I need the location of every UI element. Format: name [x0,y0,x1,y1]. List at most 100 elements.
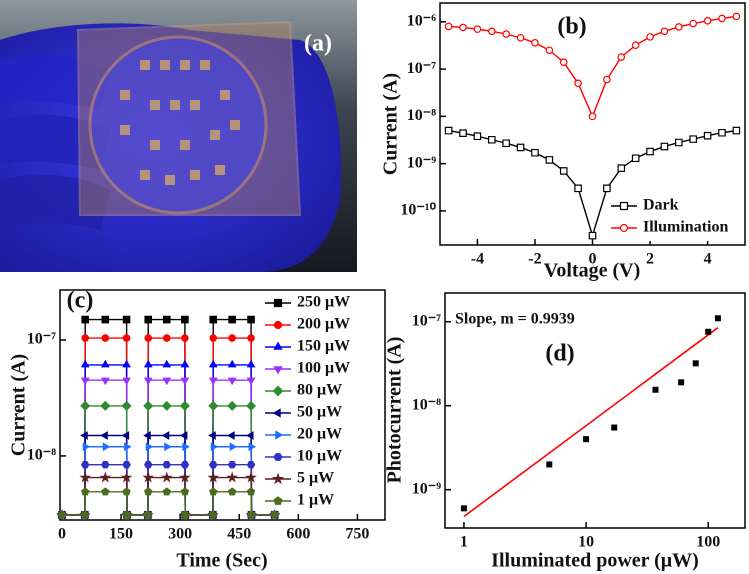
marker [732,126,741,135]
y-tick-label: 10⁻¹⁰ [400,202,436,219]
legend-label: Dark [643,197,679,214]
marker [545,156,554,164]
marker [229,442,238,452]
marker [122,510,132,519]
marker [101,315,110,324]
marker [487,135,496,144]
marker [545,46,554,55]
series-line [61,405,275,516]
marker [181,334,189,342]
y-tick-label: 10⁻⁸ [27,447,56,464]
marker [246,487,256,496]
marker [209,487,218,496]
x-tick-label: 150 [109,526,133,543]
legend-marker [273,453,283,461]
marker [588,231,597,240]
legend-marker [273,496,283,505]
x-tick-label: 0 [58,526,66,543]
marker [210,442,219,452]
marker [459,23,467,32]
marker [209,334,218,342]
marker [473,132,482,141]
marker [80,510,90,519]
marker [180,487,190,496]
marker [122,461,131,469]
legend-label: 150 μW [297,338,350,355]
marker [80,431,88,440]
marker [208,400,219,411]
marker [179,431,188,440]
marker [122,359,131,368]
point [714,315,721,322]
marker [559,58,568,66]
marker [143,359,153,368]
marker [718,128,726,137]
marker [102,442,111,452]
marker [227,431,235,440]
marker [57,510,67,519]
legend-label: 80 μW [297,382,342,399]
legend-marker [272,408,281,418]
marker [100,400,111,411]
point [546,461,553,468]
marker [144,461,153,469]
finger [0,114,110,170]
legend-label: 50 μW [297,404,342,421]
marker [143,431,151,440]
marker [143,377,153,386]
x-tick-label: 600 [286,526,310,543]
marker [100,377,110,386]
y-axis-label: Photocurrent (A) [384,337,406,484]
marker [143,510,153,519]
marker [121,400,132,411]
marker [122,315,131,324]
marker [122,487,131,496]
marker [228,315,236,324]
marker [248,442,257,452]
marker [246,359,256,368]
annotation: Slope, m = 0.9939 [455,311,575,328]
marker [574,184,582,193]
y-tick-label: 10⁻⁹ [407,154,436,171]
marker [208,431,216,440]
marker [182,442,190,452]
legend-label: 20 μW [297,426,342,443]
legend-marker [273,320,283,330]
legend-marker [272,385,284,397]
marker [161,400,172,411]
marker [81,487,90,496]
marker [444,22,453,31]
marker [245,471,257,483]
marker [82,442,91,452]
legend-label: 10 μW [297,448,342,465]
x-tick-label: -4 [471,251,484,268]
x-tick-label: 750 [345,526,369,543]
legend-marker [619,223,629,233]
marker [516,33,525,42]
marker [162,359,172,368]
marker [703,131,712,140]
marker [124,442,132,452]
marker [144,315,153,324]
marker [100,431,108,440]
marker [81,315,90,324]
marker [181,315,189,324]
point [652,386,659,393]
marker [631,154,640,163]
x-tick-label: 4 [704,251,712,268]
marker [120,471,133,483]
y-tick-label: 10⁻⁹ [412,480,441,497]
marker [246,461,256,469]
marker [617,53,626,61]
marker [122,334,131,342]
marker [247,315,255,324]
legend-marker [273,298,283,308]
marker [144,487,153,496]
x-axis-label: Time (Sec) [176,550,267,572]
x-tick-label: 0 [589,251,597,268]
marker [516,143,525,152]
legend-label: 200 μW [297,316,350,333]
marker [80,400,91,411]
marker [208,377,218,386]
point [460,505,467,512]
